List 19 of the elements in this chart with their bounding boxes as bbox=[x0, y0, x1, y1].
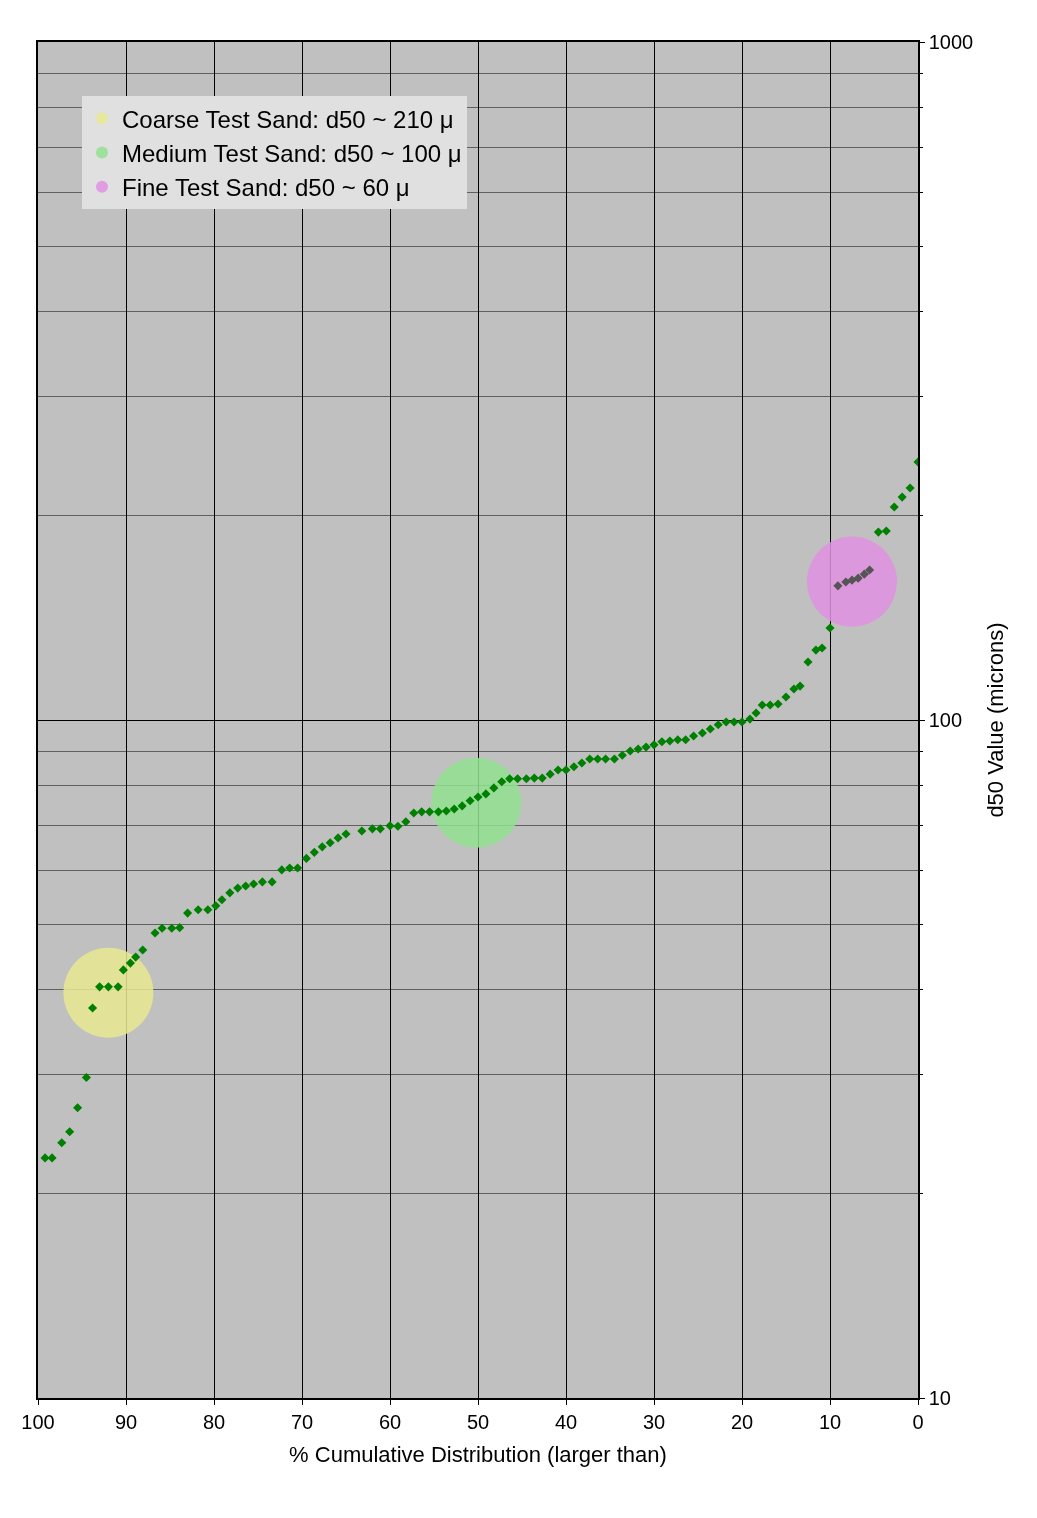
x-axis-title: % Cumulative Distribution (larger than) bbox=[289, 1442, 667, 1468]
x-tick-label: 40 bbox=[554, 1410, 578, 1433]
legend-label: Fine Test Sand: d50 ~ 60 μ bbox=[122, 174, 410, 202]
legend-label: Medium Test Sand: d50 ~ 100 μ bbox=[122, 139, 462, 167]
y-tick-label: 100 bbox=[928, 709, 963, 731]
x-tick-label: 70 bbox=[290, 1410, 314, 1433]
x-tick-label: 50 bbox=[466, 1410, 490, 1433]
legend-label: Coarse Test Sand: d50 ~ 210 μ bbox=[122, 105, 454, 133]
x-tick-label: 80 bbox=[202, 1410, 226, 1433]
y-tick-label: 10 bbox=[928, 1387, 951, 1409]
y-tick-label: 1000 bbox=[928, 31, 974, 53]
x-tick-label: 0 bbox=[912, 1410, 924, 1433]
y-axis-title: d50 Value (microns) bbox=[982, 622, 1008, 818]
x-tick-label: 10 bbox=[818, 1410, 842, 1433]
x-tick-label: 90 bbox=[114, 1410, 138, 1433]
x-tick-label: 100 bbox=[21, 1410, 55, 1433]
x-tick-label: 60 bbox=[378, 1410, 402, 1433]
x-tick-label: 30 bbox=[642, 1410, 666, 1433]
x-tick-label: 20 bbox=[730, 1410, 754, 1433]
